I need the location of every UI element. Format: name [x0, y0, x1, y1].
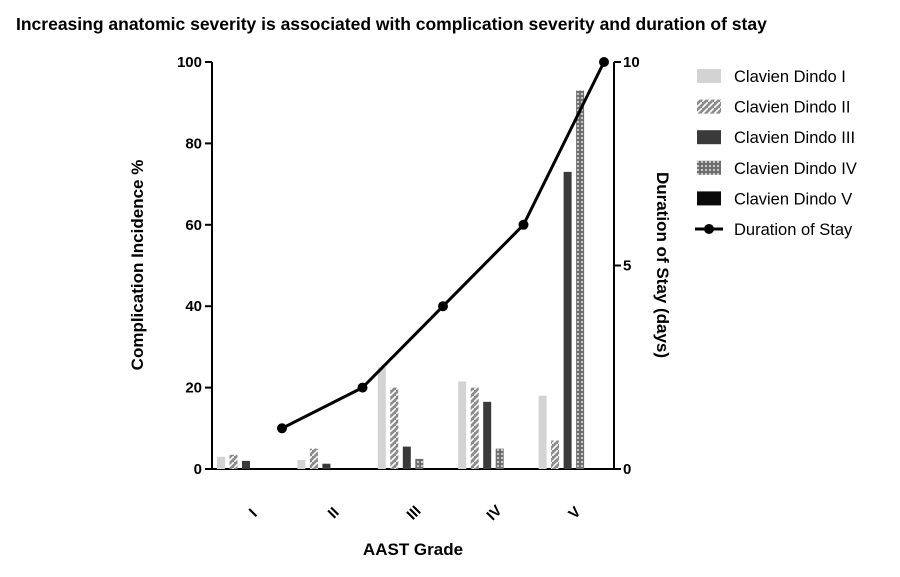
x-tick-label: V: [565, 504, 584, 523]
y-tick-label: 40: [185, 298, 202, 315]
duration-point-v: [599, 57, 609, 67]
bar-clavien-dindo-iii-iv: [483, 401, 492, 469]
y-axis-title: Complication Incidence %: [128, 160, 147, 371]
y2-tick-label: 10: [623, 54, 640, 71]
bar-clavien-dindo-ii-v: [551, 440, 560, 469]
chart-title: Increasing anatomic severity is associat…: [16, 14, 767, 34]
legend: Clavien Dindo I Clavien Dindo II Clavien D…: [695, 68, 857, 239]
bar-clavien-dindo-ii-iii: [390, 387, 399, 469]
bar-clavien-dindo-i-ii: [297, 460, 306, 469]
legend-swatch-clavien-dindo-v: [697, 191, 721, 206]
x-tick-label: I: [246, 506, 261, 521]
bar-clavien-dindo-ii-i: [229, 454, 238, 469]
y2-axis-title: Duration of Stay (days): [653, 172, 672, 358]
legend-label-clavien-dindo-i: Clavien Dindo I: [734, 68, 846, 86]
duration-point-iv: [518, 219, 529, 230]
y2-tick-label: 5: [623, 258, 631, 275]
bar-clavien-dindo-i-iii: [377, 367, 386, 469]
bar-clavien-dindo-iii-ii: [322, 463, 331, 469]
legend-label-clavien-dindo-v: Clavien Dindo V: [734, 190, 852, 208]
bar-clavien-dindo-iv-iv: [495, 448, 504, 469]
x-tick-label: IV: [483, 502, 505, 524]
duration-point-iii: [438, 301, 448, 312]
legend-label-clavien-dindo-iv: Clavien Dindo IV: [734, 160, 857, 178]
bar-clavien-dindo-i-i: [217, 456, 225, 469]
y-tick-label: 80: [185, 135, 202, 152]
legend-swatch-clavien-dindo-iii: [697, 130, 721, 145]
duration-line-layer: [277, 57, 609, 434]
bar-clavien-dindo-i-v: [538, 395, 547, 469]
x-axis-title: AAST Grade: [363, 540, 463, 559]
y-tick-label: 20: [185, 380, 202, 397]
duration-point-ii: [357, 382, 368, 393]
bar-clavien-dindo-iv-v: [576, 90, 585, 470]
bar-clavien-dindo-iii-iii: [402, 446, 411, 469]
duration-point-i: [277, 423, 287, 434]
y-tick-label: 0: [194, 461, 202, 478]
bar-clavien-dindo-ii-ii: [309, 448, 318, 469]
bars: [217, 90, 585, 470]
y-tick-label: 100: [177, 54, 202, 71]
y2-tick-label: 0: [623, 461, 631, 478]
legend-label-clavien-dindo-ii: Clavien Dindo II: [734, 99, 850, 117]
bar-clavien-dindo-iii-i: [242, 460, 250, 469]
legend-swatch-clavien-dindo-iv: [697, 160, 721, 175]
legend-label-duration-of-stay: Duration of Stay: [734, 221, 853, 239]
legend-marker-duration-of-stay: [704, 224, 714, 234]
x-tick-label: III: [404, 503, 425, 524]
duration-line: [281, 61, 606, 430]
bar-clavien-dindo-iv-iii: [415, 458, 424, 469]
legend-label-clavien-dindo-iii: Clavien Dindo III: [734, 129, 855, 147]
bar-clavien-dindo-iii-v: [563, 171, 572, 469]
legend-swatch-clavien-dindo-i: [697, 69, 721, 83]
y-tick-label: 60: [185, 217, 202, 234]
x-tick-label: II: [325, 504, 343, 522]
legend-swatch-clavien-dindo-ii: [697, 99, 721, 114]
bar-clavien-dindo-ii-iv: [470, 387, 479, 469]
bar-clavien-dindo-i-iv: [458, 381, 467, 469]
